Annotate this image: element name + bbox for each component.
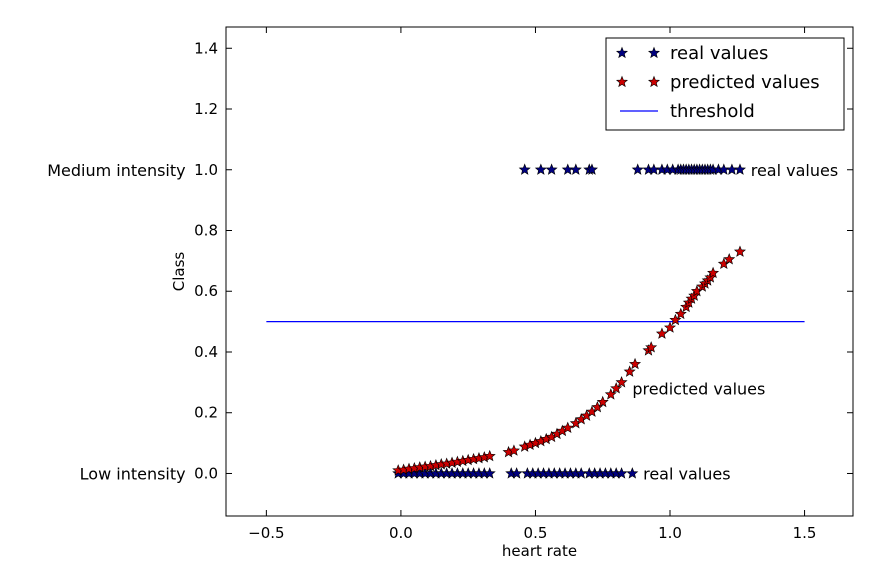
data-point xyxy=(569,163,582,175)
annotations: Medium intensity Low intensity real values… xyxy=(47,161,838,484)
data-point xyxy=(655,327,668,339)
data-point xyxy=(645,341,658,353)
data-point xyxy=(510,467,523,479)
plot-frame xyxy=(225,26,854,517)
annotation-label: real values xyxy=(751,161,838,180)
legend-swatch-star xyxy=(647,75,661,88)
y-tick-label: 1.2 xyxy=(194,100,218,118)
legend-entry-label: predicted values xyxy=(670,72,820,93)
data-point xyxy=(664,321,677,333)
data-point xyxy=(733,245,746,257)
data-point xyxy=(596,395,609,408)
annotation-label: real values xyxy=(643,464,730,483)
data-point xyxy=(507,444,520,456)
annotation-label: Medium intensity xyxy=(47,161,185,180)
data-point xyxy=(723,253,736,265)
data-point xyxy=(585,163,598,175)
y-tick-label: 0.0 xyxy=(194,464,218,482)
axis-ticks: −0.5 0.0 0.5 1.0 1.5 0.0 0.2 0.4 0.6 0.8 1.0 1.2 1.4 xyxy=(194,27,853,542)
data-point xyxy=(604,388,617,400)
legend-box xyxy=(605,37,845,131)
data-point xyxy=(626,467,639,479)
data-point xyxy=(615,467,628,479)
y-tick-label: 0.8 xyxy=(194,221,218,239)
y-axis-label: Class xyxy=(170,252,188,292)
data-point xyxy=(674,307,687,320)
data-point xyxy=(669,313,682,326)
data-point xyxy=(707,266,720,279)
data-point xyxy=(610,382,623,394)
x-tick-label: 1.5 xyxy=(793,524,817,542)
data-point xyxy=(629,357,642,370)
legend-entry-label: threshold xyxy=(670,101,755,122)
plot-area: −0.5 0.0 0.5 1.0 1.5 0.0 0.2 0.4 0.6 0.8 1.0 1.2 1.4 xyxy=(194,26,854,542)
legend-swatch-star xyxy=(615,75,629,88)
y-tick-label: 0.6 xyxy=(194,282,218,300)
data-point xyxy=(545,163,558,175)
annotation-label: Low intensity xyxy=(80,464,186,483)
x-tick-label: 0.5 xyxy=(524,524,548,542)
legend-entry-label: real values xyxy=(670,43,768,64)
data-point xyxy=(534,163,547,175)
x-tick-label: 1.0 xyxy=(658,524,682,542)
data-point xyxy=(615,376,628,388)
data-point xyxy=(623,365,636,377)
data-point xyxy=(518,163,531,175)
y-tick-label: 0.2 xyxy=(194,404,218,422)
data-point xyxy=(483,449,496,462)
x-axis-label: heart rate xyxy=(502,542,577,560)
y-tick-label: 0.4 xyxy=(194,343,218,361)
data-point xyxy=(631,163,644,175)
series-layer xyxy=(266,163,805,479)
legend-swatch-star xyxy=(647,46,661,59)
data-point xyxy=(483,467,496,479)
series-predicted-values xyxy=(392,245,746,476)
y-tick-label: 1.0 xyxy=(194,161,218,179)
x-tick-label: 0.0 xyxy=(389,524,413,542)
series-real-values xyxy=(392,163,746,479)
y-tick-label: 1.4 xyxy=(194,39,218,57)
legend-swatch-star xyxy=(615,46,629,59)
annotation-label: predicted values xyxy=(632,379,765,398)
x-tick-label: −0.5 xyxy=(248,524,284,542)
data-point xyxy=(561,421,574,434)
legend: real values predicted values threshold xyxy=(605,37,845,131)
data-point xyxy=(733,163,746,175)
